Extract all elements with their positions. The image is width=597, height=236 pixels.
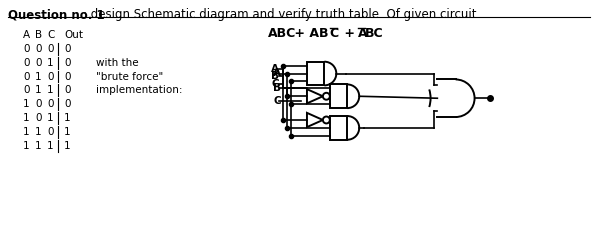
Text: 0: 0 bbox=[35, 113, 42, 123]
Text: 1: 1 bbox=[35, 127, 42, 137]
Text: 0: 0 bbox=[64, 85, 70, 95]
Text: C: C bbox=[330, 27, 339, 40]
Text: C: C bbox=[271, 79, 279, 89]
Text: 1: 1 bbox=[35, 141, 42, 151]
Text: 0: 0 bbox=[23, 44, 30, 54]
Text: Question no. 1: Question no. 1 bbox=[8, 8, 105, 21]
Text: B: B bbox=[35, 30, 42, 40]
Text: 0: 0 bbox=[23, 85, 30, 95]
Text: 0: 0 bbox=[64, 72, 70, 82]
Text: "brute force": "brute force" bbox=[96, 72, 163, 82]
Text: 1: 1 bbox=[64, 127, 70, 137]
Text: ABC: ABC bbox=[268, 27, 296, 40]
Text: A: A bbox=[358, 27, 367, 40]
Text: 0: 0 bbox=[64, 99, 70, 109]
Text: Out: Out bbox=[64, 30, 83, 40]
Text: 0: 0 bbox=[35, 44, 42, 54]
Text: 1: 1 bbox=[47, 113, 54, 123]
Text: implementation:: implementation: bbox=[96, 85, 183, 95]
Text: +: + bbox=[340, 27, 359, 40]
Text: 1: 1 bbox=[64, 141, 70, 151]
Text: B: B bbox=[271, 72, 279, 81]
Circle shape bbox=[323, 93, 330, 100]
Polygon shape bbox=[307, 89, 323, 103]
Text: 0: 0 bbox=[47, 99, 54, 109]
Polygon shape bbox=[307, 113, 323, 127]
Polygon shape bbox=[330, 116, 347, 140]
Text: 1: 1 bbox=[35, 85, 42, 95]
Text: C: C bbox=[273, 96, 281, 106]
Text: 1: 1 bbox=[23, 99, 30, 109]
Polygon shape bbox=[307, 62, 324, 85]
Text: 0: 0 bbox=[47, 44, 54, 54]
Polygon shape bbox=[330, 84, 347, 108]
Text: 1: 1 bbox=[64, 113, 70, 123]
Text: : design Schematic diagram and verify truth table. Of given circuit: : design Schematic diagram and verify tr… bbox=[83, 8, 476, 21]
Text: 0: 0 bbox=[64, 44, 70, 54]
Text: 1: 1 bbox=[23, 141, 30, 151]
Text: A: A bbox=[271, 63, 279, 74]
Text: A: A bbox=[273, 67, 281, 78]
Text: C: C bbox=[47, 30, 54, 40]
Text: 0: 0 bbox=[64, 58, 70, 68]
Text: with the: with the bbox=[96, 58, 139, 68]
Text: B: B bbox=[273, 83, 281, 93]
Text: 0: 0 bbox=[35, 58, 42, 68]
Text: 0: 0 bbox=[35, 99, 42, 109]
Text: 1: 1 bbox=[47, 141, 54, 151]
Text: 1: 1 bbox=[23, 113, 30, 123]
Text: 0: 0 bbox=[47, 72, 54, 82]
Text: 0: 0 bbox=[47, 127, 54, 137]
Text: 0: 0 bbox=[23, 72, 30, 82]
Text: 1: 1 bbox=[35, 72, 42, 82]
Circle shape bbox=[323, 117, 330, 123]
Text: BC: BC bbox=[365, 27, 383, 40]
Text: 1: 1 bbox=[23, 127, 30, 137]
Text: 1: 1 bbox=[47, 85, 54, 95]
Text: 0: 0 bbox=[23, 58, 30, 68]
Text: A: A bbox=[23, 30, 30, 40]
Text: + AB: + AB bbox=[290, 27, 328, 40]
Text: 1: 1 bbox=[47, 58, 54, 68]
